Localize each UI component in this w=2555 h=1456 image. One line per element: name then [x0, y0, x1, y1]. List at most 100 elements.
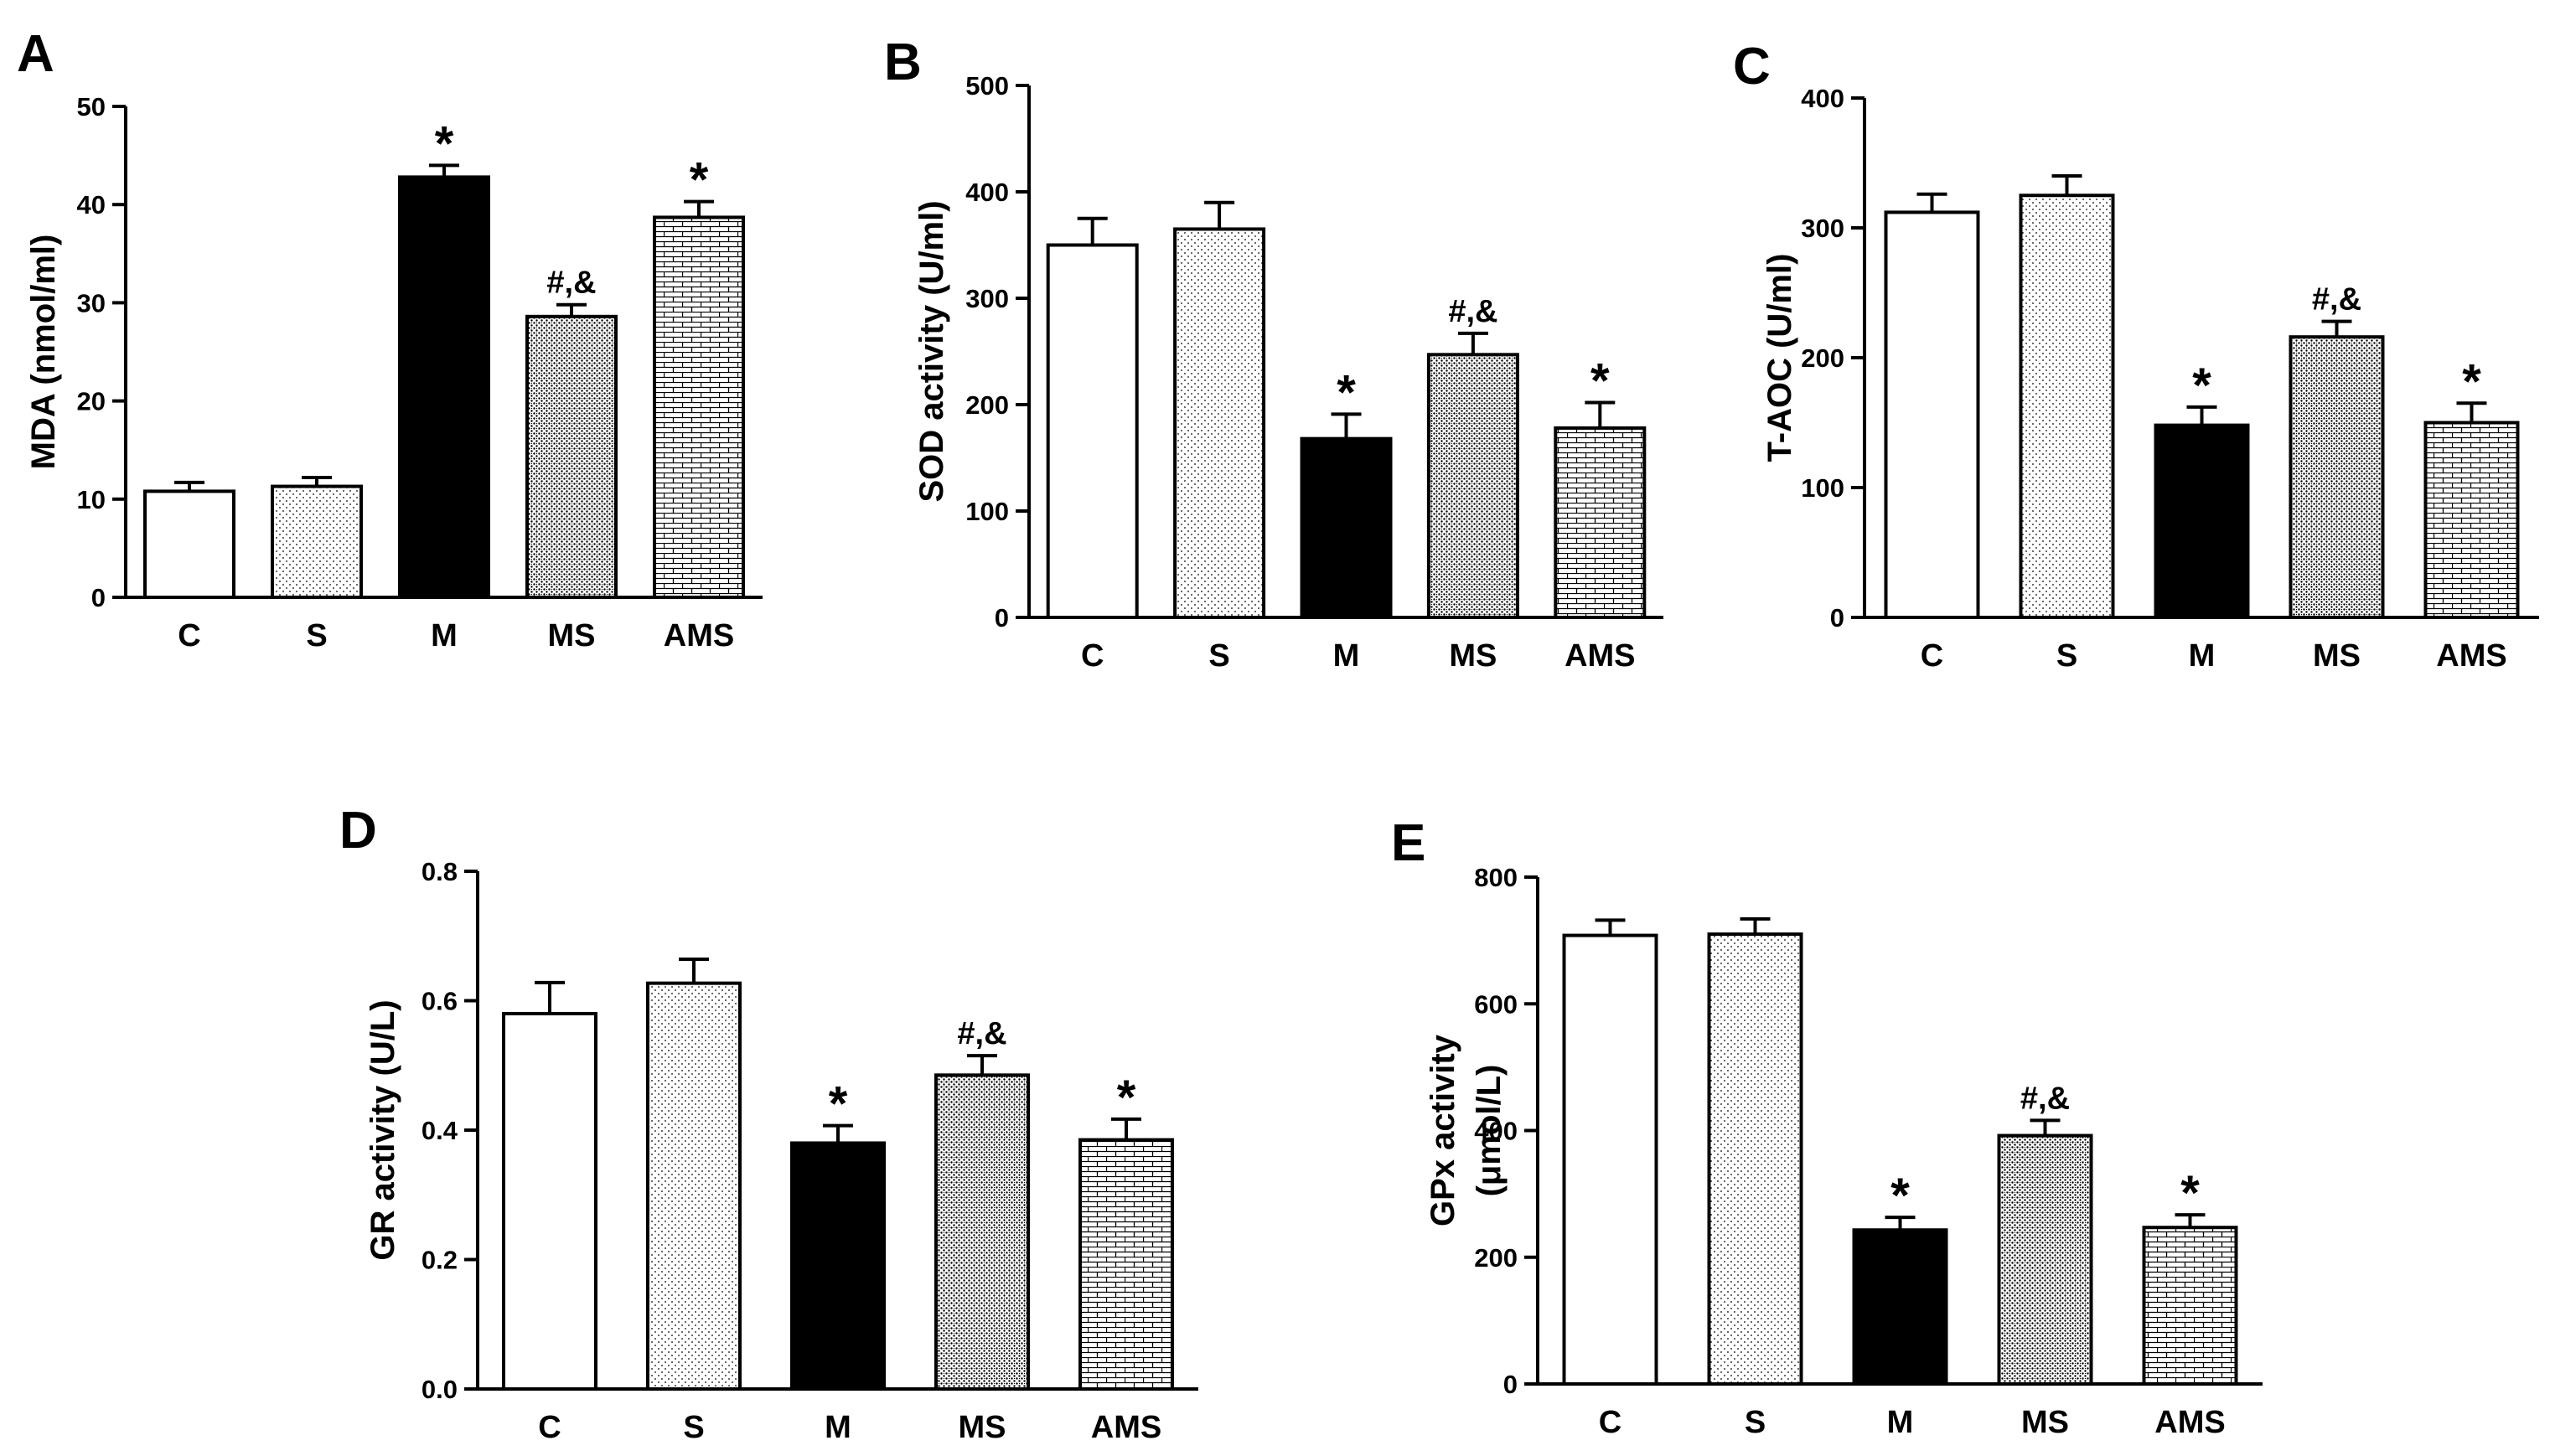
bar-s	[646, 981, 742, 1391]
y-tick-label: 0.0	[422, 1375, 458, 1404]
y-tick-label: 200	[965, 390, 1009, 420]
x-tick-label-s: S	[2056, 638, 2077, 674]
bar-s	[1707, 932, 1803, 1386]
bar-c	[1562, 933, 1658, 1386]
y-tick-label: 200	[1801, 343, 1844, 373]
y-axis-label: T-AOC (U/ml)	[1761, 254, 1798, 462]
bar-c	[502, 1011, 597, 1391]
panel-letter: E	[1391, 814, 1425, 872]
significance-mark-m: *	[435, 116, 454, 171]
y-tick-label: 400	[1801, 84, 1844, 113]
chart-panel-c: C 0 100 200 300 400 T-AOC (U/ml) C S * M #,& MS * AMS	[1733, 38, 2539, 674]
y-axis-label: GR activity (U/L)	[365, 999, 401, 1260]
chart-panel-e: E 0 200 400 600 800 GPx activity (μmol/L) C S * M #,…	[1391, 814, 2263, 1440]
panel-letter: A	[17, 25, 54, 83]
significance-mark-m: *	[1337, 365, 1356, 420]
y-tick-label: 400	[1474, 1117, 1518, 1146]
x-tick-label-s: S	[1208, 638, 1229, 674]
significance-mark-ams: *	[1117, 1071, 1136, 1125]
significance-mark-ams: *	[2180, 1166, 2200, 1221]
bar-ams	[1078, 1138, 1174, 1391]
significance-mark-ms: #,&	[546, 266, 596, 301]
bar-ms	[1997, 1133, 2093, 1386]
bar-ms	[1426, 353, 1519, 619]
x-tick-label-m: M	[431, 618, 458, 653]
y-axis-label: MDA (nmol/ml)	[25, 235, 62, 470]
bar-ams	[653, 215, 745, 599]
bar-s	[1173, 227, 1266, 619]
x-tick-label-ms: MS	[2313, 638, 2361, 674]
bar-c	[143, 489, 235, 600]
y-tick-label: 600	[1474, 989, 1518, 1019]
y-tick-label: 300	[1801, 214, 1844, 243]
significance-mark-m: *	[2192, 359, 2211, 413]
x-tick-label-s: S	[306, 618, 327, 653]
y-tick-label: 300	[965, 284, 1009, 313]
bar-m	[398, 175, 490, 599]
bar-m	[1300, 436, 1393, 620]
x-tick-label-ms: MS	[548, 618, 596, 653]
bar-s	[2019, 194, 2115, 619]
x-tick-label-m: M	[1333, 638, 1360, 674]
bar-c	[1046, 243, 1139, 619]
y-tick-label: 10	[77, 485, 106, 514]
panel-letter: D	[339, 802, 377, 860]
panel-letter: B	[884, 34, 922, 91]
bar-c	[1884, 210, 1980, 619]
x-tick-label-c: C	[1599, 1405, 1621, 1440]
x-tick-label-c: C	[1081, 638, 1104, 674]
significance-mark-ms: #,&	[957, 1016, 1006, 1051]
y-tick-label: 100	[1801, 473, 1844, 503]
y-tick-label: 0.2	[422, 1246, 458, 1275]
y-tick-label: 500	[965, 71, 1009, 101]
x-tick-label-ams: AMS	[2154, 1405, 2225, 1440]
x-tick-label-ms: MS	[2021, 1405, 2069, 1440]
y-tick-label: 50	[77, 92, 106, 121]
x-tick-label-ams: AMS	[2436, 638, 2506, 674]
y-tick-label: 0	[91, 583, 106, 612]
bar-s	[271, 484, 363, 600]
x-tick-label-c: C	[1921, 638, 1943, 674]
y-tick-label: 30	[77, 288, 106, 318]
significance-mark-m: *	[829, 1077, 848, 1132]
bar-ams	[1554, 426, 1647, 619]
x-tick-label-c: C	[178, 618, 200, 653]
x-tick-label-ams: AMS	[1091, 1410, 1161, 1445]
chart-panel-a: A 0 10 20 30 40 50 MDA (nmol/ml) C S * M #,& MS * AMS	[17, 25, 763, 653]
y-tick-label: 400	[965, 178, 1009, 207]
bar-m	[790, 1141, 886, 1391]
y-tick-label: 0.4	[422, 1116, 458, 1145]
y-tick-label: 0	[1503, 1370, 1518, 1399]
y-tick-label: 100	[965, 497, 1009, 526]
x-tick-label-s: S	[683, 1410, 704, 1445]
x-tick-label-c: C	[538, 1410, 561, 1445]
bar-m	[2154, 423, 2250, 619]
y-axis-label: SOD activity (U/ml)	[913, 200, 950, 502]
significance-mark-m: *	[1890, 1169, 1910, 1223]
y-tick-label: 0.6	[422, 987, 458, 1016]
bar-ms	[525, 314, 618, 599]
significance-mark-ams: *	[690, 153, 709, 208]
bar-ms	[2289, 335, 2385, 619]
significance-mark-ms: #,&	[2312, 282, 2361, 318]
y-tick-label: 0	[1830, 603, 1844, 632]
bar-ms	[934, 1073, 1030, 1391]
bar-ams	[2423, 421, 2520, 619]
x-tick-label-m: M	[1887, 1405, 1914, 1440]
y-tick-label: 40	[77, 190, 106, 219]
x-tick-label-m: M	[2189, 638, 2216, 674]
x-tick-label-ams: AMS	[1565, 638, 1635, 674]
y-axis-label-unit: (μmol/L)	[1471, 1065, 1508, 1197]
x-tick-label-s: S	[1745, 1405, 1766, 1440]
y-tick-label: 200	[1474, 1243, 1518, 1273]
bar-ams	[2142, 1226, 2238, 1386]
y-tick-label: 0	[995, 603, 1009, 632]
y-tick-label: 20	[77, 387, 106, 416]
x-tick-label-ms: MS	[1449, 638, 1497, 674]
significance-mark-ms: #,&	[1448, 294, 1497, 329]
y-tick-label: 800	[1474, 863, 1518, 892]
chart-panel-b: B 0 100 200 300 400 500 SOD activity (U/ml) C S * M…	[884, 34, 1663, 674]
chart-panel-d: D 0.0 0.2 0.4 0.6 0.8 GR activity (U/L) C S * M #,&…	[339, 802, 1198, 1445]
y-tick-label: 0.8	[422, 857, 458, 886]
